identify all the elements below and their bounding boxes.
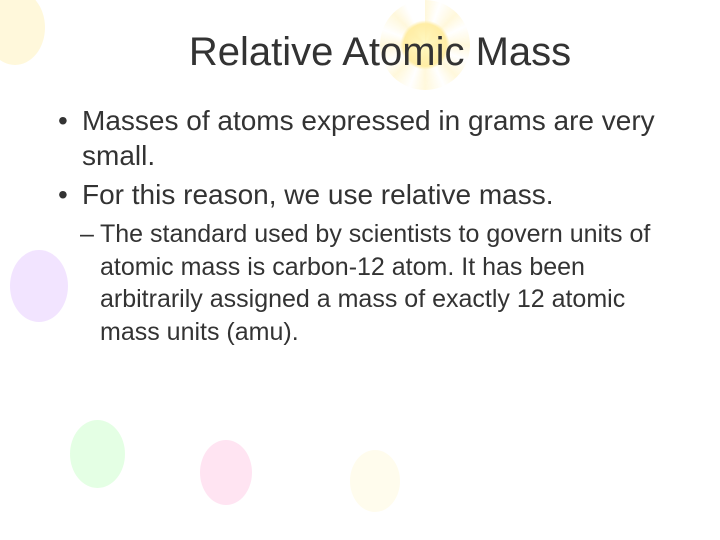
slide-content: Relative Atomic Mass Masses of atoms exp…	[0, 0, 720, 368]
bullet-list: Masses of atoms expressed in grams are v…	[50, 103, 680, 212]
bullet-item: Masses of atoms expressed in grams are v…	[58, 103, 680, 173]
bullet-item: For this reason, we use relative mass.	[58, 177, 680, 212]
balloon-icon	[70, 420, 125, 488]
sub-bullet-list: The standard used by scientists to gover…	[50, 218, 680, 348]
slide-title: Relative Atomic Mass	[80, 30, 680, 75]
balloon-icon	[200, 440, 252, 505]
sub-bullet-item: The standard used by scientists to gover…	[80, 218, 680, 348]
balloon-icon	[350, 450, 400, 512]
